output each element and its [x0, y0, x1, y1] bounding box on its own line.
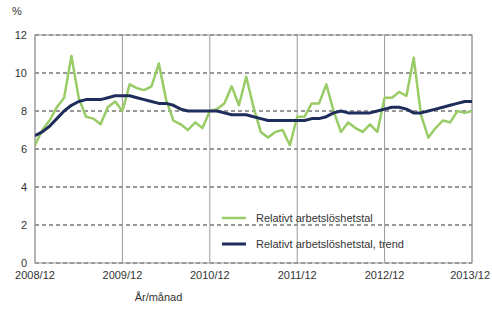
chart: 0 2 4 6 8 10 12 2008/12 2009/12 2010/12 2011/12 201… [0, 0, 492, 311]
y-tick-label: 2 [21, 219, 27, 231]
x-tick-label: 2008/12 [15, 269, 55, 281]
grid-line [35, 225, 472, 226]
legend-swatch [222, 217, 246, 220]
grid-line [35, 187, 472, 188]
x-grid-line [209, 35, 210, 263]
x-grid-line [122, 35, 123, 263]
legend-label: Relativt arbetslöshetstal, trend [256, 238, 404, 250]
grid-line [35, 73, 472, 74]
y-tick-label: 8 [21, 105, 27, 117]
x-tick-label: 2012/12 [365, 269, 405, 281]
legend-swatch [222, 243, 246, 246]
grid-line [35, 149, 472, 150]
y-axis-title: % [12, 5, 22, 17]
y-tick-label: 0 [21, 257, 27, 269]
series-group [35, 56, 472, 145]
x-grid-line [384, 35, 385, 263]
series-line [35, 56, 472, 145]
y-tick-label: 4 [21, 181, 27, 193]
legend-label: Relativt arbetslöshetstal [256, 212, 373, 224]
x-tick-label: 2010/12 [190, 269, 230, 281]
x-grid-line [297, 35, 298, 263]
y-tick-label: 6 [21, 143, 27, 155]
x-tick-label: 2013/12 [450, 269, 490, 281]
x-tick-label: 2011/12 [278, 269, 317, 281]
x-axis-title: År/månad [135, 291, 183, 303]
plot-frame [35, 35, 472, 263]
x-tick-label: 2009/12 [103, 269, 143, 281]
series-line [35, 96, 472, 136]
y-tick-label: 12 [15, 29, 27, 41]
y-tick-label: 10 [15, 67, 27, 79]
